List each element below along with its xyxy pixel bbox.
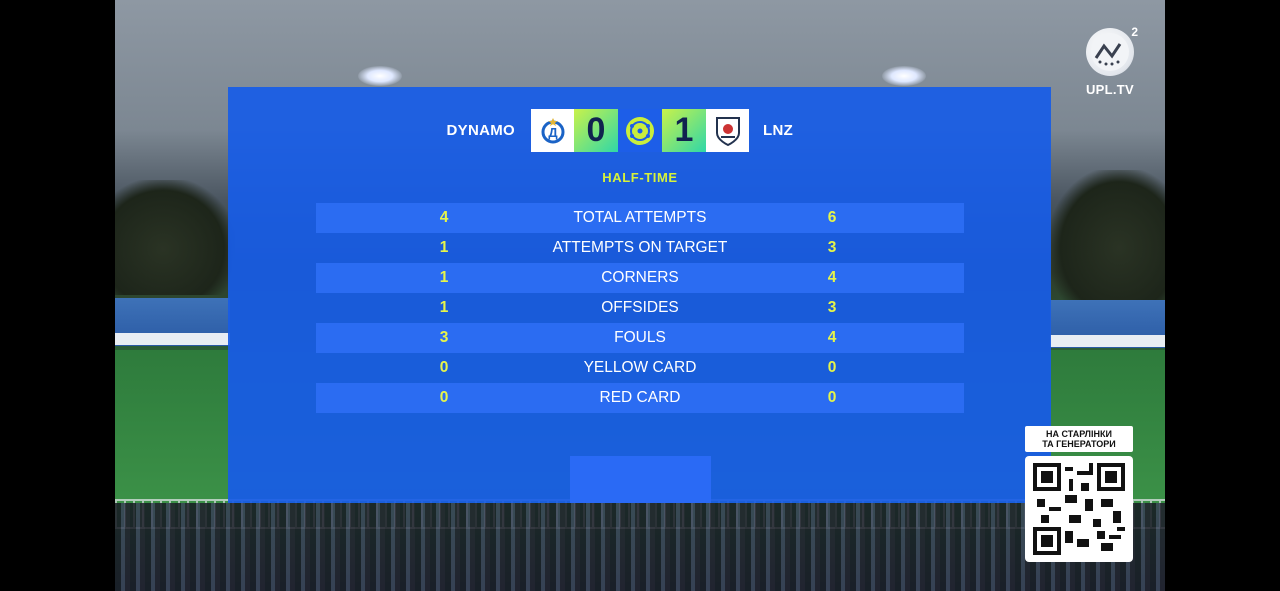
crowd — [115, 503, 1165, 591]
match-period: HALF-TIME — [602, 170, 678, 185]
qr-code-icon[interactable] — [1025, 456, 1133, 562]
home-stat-value: 1 — [439, 299, 449, 316]
stat-row: 1 OFFSIDES 3 — [316, 293, 964, 323]
channel-number: 2 — [1131, 25, 1138, 39]
home-team-name: DYNAMO — [446, 122, 515, 139]
away-stat-value: 3 — [827, 239, 837, 256]
stat-row: 1 CORNERS 4 — [316, 263, 964, 293]
stat-row: 0 RED CARD 0 — [316, 383, 964, 413]
trees-right — [1050, 170, 1165, 300]
promo-text: НА СТАРЛІНКИ ТА ГЕНЕРАТОРИ — [1025, 426, 1133, 452]
upl-ball-icon — [1086, 28, 1134, 76]
away-score: 1 — [662, 109, 706, 152]
home-stat-value: 1 — [439, 239, 449, 256]
promo-widget: НА СТАРЛІНКИ ТА ГЕНЕРАТОРИ — [1025, 426, 1133, 562]
away-team-name: LNZ — [763, 122, 794, 139]
adboard-right — [1050, 335, 1165, 347]
stat-label: FOULS — [614, 329, 666, 346]
stat-label: TOTAL ATTEMPTS — [573, 209, 707, 226]
stat-row: 3 FOULS 4 — [316, 323, 964, 353]
promo-line-2: ТА ГЕНЕРАТОРИ — [1042, 439, 1116, 449]
away-stat-value: 6 — [827, 209, 837, 226]
away-stat-value: 0 — [827, 359, 837, 376]
home-stat-value: 3 — [439, 329, 449, 346]
floodlight-right — [882, 66, 926, 86]
trees-left — [115, 180, 235, 295]
promo-line-1: НА СТАРЛІНКИ — [1046, 429, 1112, 439]
home-stat-value: 0 — [439, 389, 449, 406]
away-stat-value: 3 — [827, 299, 837, 316]
stat-label: ATTEMPTS ON TARGET — [552, 239, 728, 256]
home-stat-value: 4 — [439, 209, 449, 226]
floodlight-left — [358, 66, 402, 86]
away-stat-value: 4 — [827, 269, 837, 286]
stat-label: OFFSIDES — [601, 299, 679, 316]
adboard-left — [115, 333, 230, 345]
pitch-left — [115, 350, 230, 510]
home-score: 0 — [574, 109, 618, 152]
stat-label: YELLOW CARD — [583, 359, 697, 376]
away-stat-value: 0 — [827, 389, 837, 406]
broadcaster-name: UPL.TV — [1085, 82, 1135, 97]
league-ball-icon — [618, 109, 662, 152]
svg-text:Д: Д — [548, 125, 558, 140]
home-stat-value: 1 — [439, 269, 449, 286]
stats-panel-tab — [570, 456, 711, 503]
stat-label: CORNERS — [601, 269, 679, 286]
dynamo-crest-icon: Д — [531, 109, 574, 152]
stat-row: 4 TOTAL ATTEMPTS 6 — [316, 203, 964, 233]
stat-label: RED CARD — [599, 389, 681, 406]
stats-table: 4 TOTAL ATTEMPTS 6 1 ATTEMPTS ON TARGET … — [316, 203, 964, 413]
away-stat-value: 4 — [827, 329, 837, 346]
home-stat-value: 0 — [439, 359, 449, 376]
broadcaster-logo: 2 UPL.TV — [1080, 25, 1140, 97]
stat-row: 1 ATTEMPTS ON TARGET 3 — [316, 233, 964, 263]
scoreboard: DYNAMO Д 0 1 LNZ — [0, 108, 1280, 154]
lnz-crest-icon — [706, 109, 749, 152]
stat-row: 0 YELLOW CARD 0 — [316, 353, 964, 383]
stats-panel — [228, 87, 1051, 503]
